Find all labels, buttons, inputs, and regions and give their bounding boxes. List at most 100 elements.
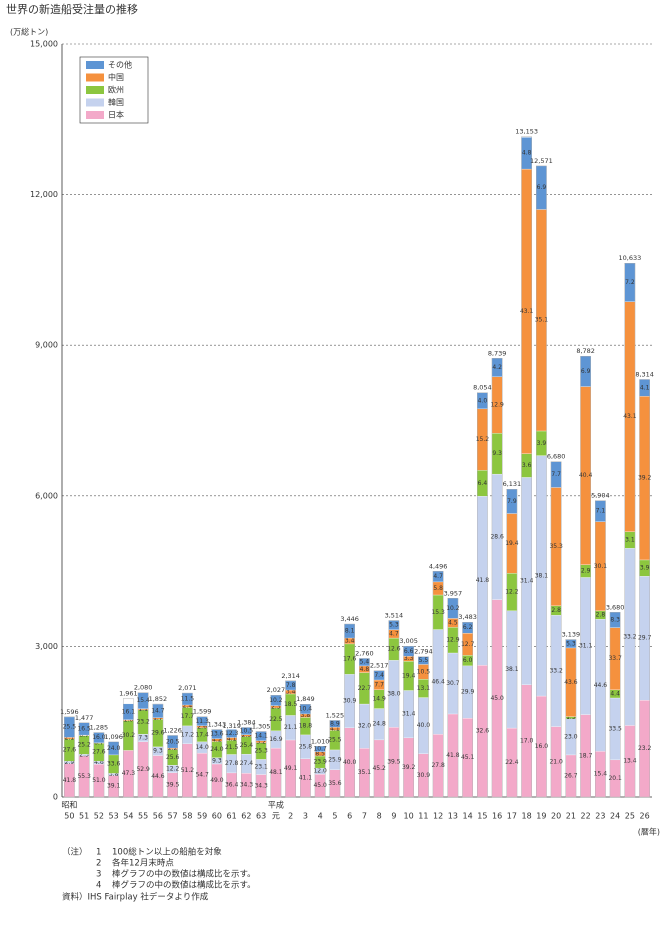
segment-label: 41.8 xyxy=(476,577,490,584)
segment-label: 4.1 xyxy=(640,384,650,391)
total-label: 3,005 xyxy=(399,637,418,645)
x-tick-label: 63 xyxy=(256,812,266,821)
segment-label: 41.8 xyxy=(63,777,77,784)
total-label: 8,054 xyxy=(473,384,492,392)
segment-label: 36.4 xyxy=(225,781,239,788)
total-label: 10,633 xyxy=(619,254,642,262)
segment-label: 21.0 xyxy=(549,758,563,765)
total-label: 1,096 xyxy=(104,733,123,741)
segment-label: 25.2 xyxy=(77,741,91,748)
segment-label: 23.1 xyxy=(254,763,268,770)
segment-label: 46.4 xyxy=(431,678,445,685)
segment-label: 13.4 xyxy=(623,758,637,765)
note-text: 棒グラフの中の数値は構成比を示す。 xyxy=(112,869,256,880)
total-label: 2,760 xyxy=(355,649,374,657)
era-label: 昭和 xyxy=(61,801,77,810)
segment-label: 27.8 xyxy=(431,762,445,769)
segment-label: 4.2 xyxy=(492,364,502,371)
segment-label: 8.9 xyxy=(330,720,340,727)
segment-label: 8.1 xyxy=(345,628,355,635)
segment-label: 5.8 xyxy=(433,585,443,592)
segment-label: 24.8 xyxy=(372,721,386,728)
segment-label: 39.1 xyxy=(107,783,121,790)
segment-label: 8.3 xyxy=(610,616,620,623)
total-label: 3,483 xyxy=(458,613,477,621)
x-tick-label: 58 xyxy=(182,812,192,821)
segment-label: 10.4 xyxy=(299,706,313,713)
segment-label: 38.0 xyxy=(387,690,401,697)
x-tick-label: 53 xyxy=(109,812,119,821)
chart-title: 世界の新造船受注量の推移 xyxy=(6,2,138,16)
segment-label: 15.2 xyxy=(476,436,490,443)
note-num: 3 xyxy=(96,870,101,880)
segment-label: 29.7 xyxy=(638,635,652,642)
segment-label: 25.5 xyxy=(63,724,77,731)
segment-label: 12.9 xyxy=(490,402,504,409)
segment-label: 43.1 xyxy=(520,308,534,315)
segment-label: 4.7 xyxy=(433,573,443,580)
segment-label: 6.0 xyxy=(463,657,473,664)
segment-label: 12.0 xyxy=(313,768,327,775)
segment-label: 33.2 xyxy=(623,633,637,640)
total-label: 3,514 xyxy=(385,612,404,620)
note-head: （注） xyxy=(62,847,88,858)
x-tick-label: 59 xyxy=(197,812,207,821)
total-label: 6,680 xyxy=(547,453,566,461)
segment-label: 38.1 xyxy=(505,666,519,673)
segment-label: 17.2 xyxy=(181,731,195,738)
segment-label: 5.3 xyxy=(389,622,399,629)
x-tick-label: 18 xyxy=(522,812,532,821)
x-tick-label: 16 xyxy=(492,812,502,821)
total-label: 3,446 xyxy=(340,615,359,623)
segment-label: 23.2 xyxy=(136,719,150,726)
segment-label: 12.9 xyxy=(446,637,460,644)
total-label: 2,080 xyxy=(134,684,153,692)
segment-label: 15.4 xyxy=(594,771,608,778)
segment-label: 4.5 xyxy=(448,619,458,626)
segment-label: 12.7 xyxy=(461,641,475,648)
segment-label: 16.1 xyxy=(122,708,136,715)
total-label: 2,517 xyxy=(370,662,389,670)
segment-label: 40.4 xyxy=(579,472,593,479)
segment-label: 12.3 xyxy=(225,730,239,737)
total-label: 13,153 xyxy=(515,128,538,136)
y-tick-label: 3,000 xyxy=(35,642,58,651)
segment-label: 27.8 xyxy=(225,760,239,767)
segment-label: 51.0 xyxy=(92,777,106,784)
legend-label: 中国 xyxy=(108,72,124,82)
x-tick-label: 50 xyxy=(64,812,74,821)
total-label: 12,571 xyxy=(530,157,553,165)
source: 資料）IHS Fairplay 社データより作成 xyxy=(62,892,209,903)
segment-label: 40.0 xyxy=(343,759,357,766)
segment-label: 40.0 xyxy=(417,722,431,729)
segment-label: 32.6 xyxy=(476,728,490,735)
segment-label: 55.3 xyxy=(77,773,91,780)
x-tick-label: 7 xyxy=(362,812,367,821)
x-axis-label: (暦年) xyxy=(638,827,660,837)
x-tick-label: 62 xyxy=(241,812,251,821)
x-tick-label: 57 xyxy=(168,812,178,821)
segment-label: 35.1 xyxy=(535,317,549,324)
x-tick-label: 10 xyxy=(404,812,414,821)
segment-label: 28.6 xyxy=(490,533,504,540)
segment-label: 10.5 xyxy=(417,668,431,675)
segment-label: 3.1 xyxy=(625,536,635,543)
total-label: 3,680 xyxy=(606,603,625,611)
note-text: 100総トン以上の船舶を対象 xyxy=(112,847,222,858)
segment-label: 24.0 xyxy=(210,746,224,753)
segment-label: 16.0 xyxy=(535,743,549,750)
x-tick-label: 9 xyxy=(391,812,396,821)
segment-label: 35.3 xyxy=(549,543,563,550)
segment-label: 45.1 xyxy=(461,754,475,761)
total-label: 2,027 xyxy=(267,686,286,694)
segment-label: 27.4 xyxy=(240,760,254,767)
y-tick-label: 12,000 xyxy=(30,190,58,199)
legend-label: その他 xyxy=(108,60,132,70)
x-tick-label: 51 xyxy=(79,812,89,821)
segment-label: 23.9 xyxy=(313,759,327,766)
x-tick-label: 22 xyxy=(581,812,591,821)
total-label: 1,599 xyxy=(193,708,212,716)
y-tick-label: 15,000 xyxy=(30,40,58,49)
